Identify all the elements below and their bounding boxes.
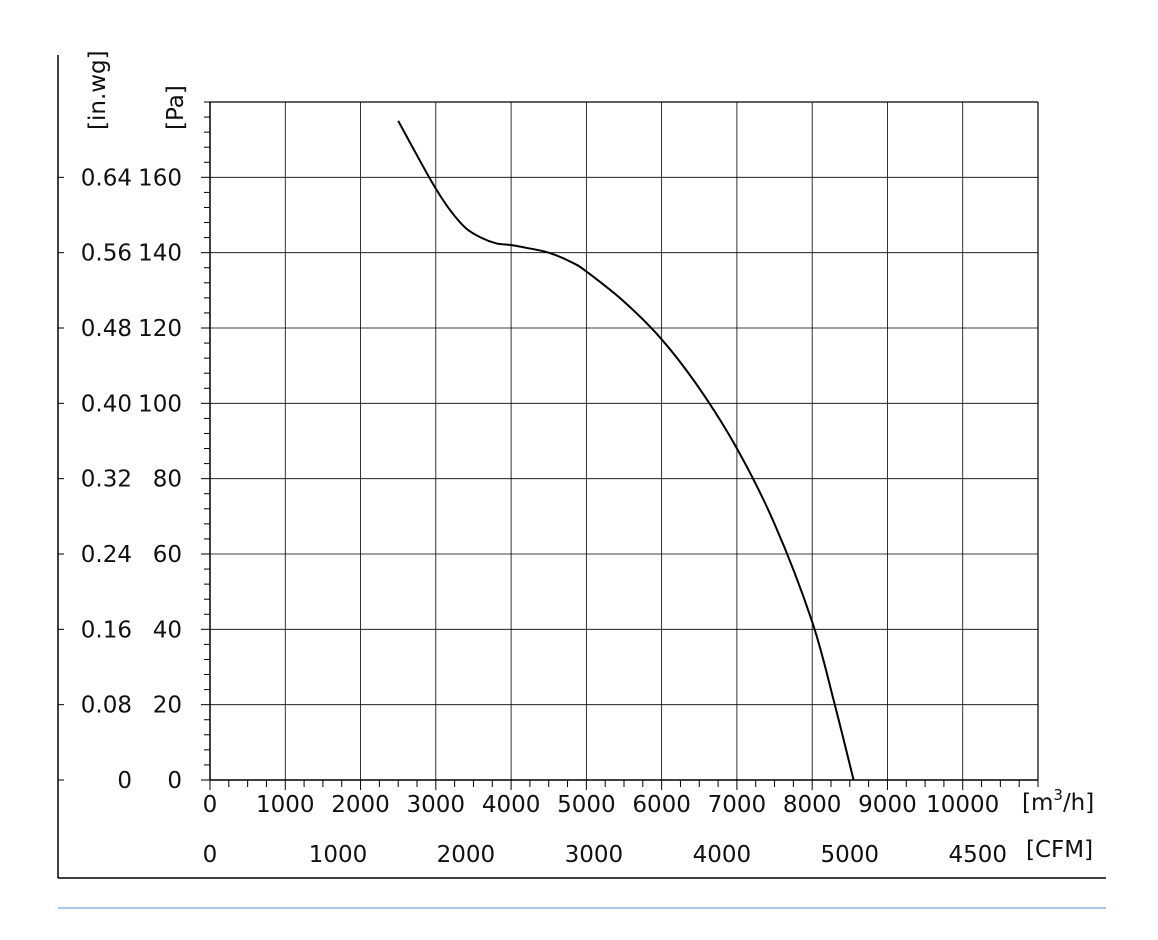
x-primary-tick-label: 7000 xyxy=(708,792,767,818)
performance-curve xyxy=(397,120,855,781)
x-secondary-tick-label: 0 xyxy=(203,842,218,868)
y-primary-tick-label: 0 xyxy=(167,768,182,794)
y-primary-tick-label: 100 xyxy=(138,391,182,417)
y-primary-tick-label: 40 xyxy=(153,617,182,643)
x-primary-tick-label: 5000 xyxy=(557,792,616,818)
y-primary-tick-label: 160 xyxy=(138,165,182,191)
x-primary-unit-label: [m3/h] xyxy=(1022,786,1094,816)
x-primary-tick-label: 10000 xyxy=(926,792,999,818)
y-secondary-tick-label: 0.56 xyxy=(81,241,132,267)
x-primary-tick-label: 8000 xyxy=(783,792,842,818)
x-primary-tick-label: 6000 xyxy=(632,792,691,818)
x-primary-tick-label: 4000 xyxy=(482,792,541,818)
x-primary-tick-label: 2000 xyxy=(331,792,390,818)
y-secondary-tick-label: 0 xyxy=(117,768,132,794)
x-secondary-unit-label: [CFM] xyxy=(1026,837,1093,863)
x-secondary-tick-label: 3000 xyxy=(565,842,624,868)
performance-curves xyxy=(397,120,855,781)
y-primary-tick-label: 140 xyxy=(138,241,182,267)
y-primary-tick-label: 60 xyxy=(153,542,182,568)
y-secondary-tick-label: 0.16 xyxy=(81,617,132,643)
x-secondary-tick-label: 5000 xyxy=(821,842,880,868)
y-secondary-tick-label: 0.24 xyxy=(81,542,132,568)
x-primary-tick-label: 3000 xyxy=(407,792,466,818)
y-secondary-tick-label: 0.48 xyxy=(81,316,132,342)
y-secondary-unit-label: [in.wg] xyxy=(85,50,111,130)
y-secondary-tick-label: 0.40 xyxy=(81,391,132,417)
y-secondary-tick-label: 0.64 xyxy=(81,165,132,191)
x-secondary-tick-label: 4500 xyxy=(949,842,1008,868)
grid-lines xyxy=(210,102,1038,780)
y-primary-tick-label: 120 xyxy=(138,316,182,342)
y-primary-tick-label: 80 xyxy=(153,467,182,493)
axes xyxy=(57,55,1106,879)
y-secondary-tick-label: 0.32 xyxy=(81,467,132,493)
tick-labels: 0 20 40 60 80 100 120 140 160 0 0.08 0.16 0.24 0.32 0.… xyxy=(81,165,1007,868)
y-primary-tick-label: 20 xyxy=(153,693,182,719)
x-primary-tick-label: 1000 xyxy=(256,792,315,818)
y-secondary-tick-label: 0.08 xyxy=(81,693,132,719)
x-primary-tick-label: 0 xyxy=(203,792,218,818)
y-primary-unit-label: [Pa] xyxy=(163,85,189,130)
x-primary-tick-label: 9000 xyxy=(858,792,917,818)
x-secondary-tick-label: 4000 xyxy=(693,842,752,868)
x-secondary-tick-label: 2000 xyxy=(437,842,496,868)
x-secondary-tick-label: 1000 xyxy=(309,842,368,868)
